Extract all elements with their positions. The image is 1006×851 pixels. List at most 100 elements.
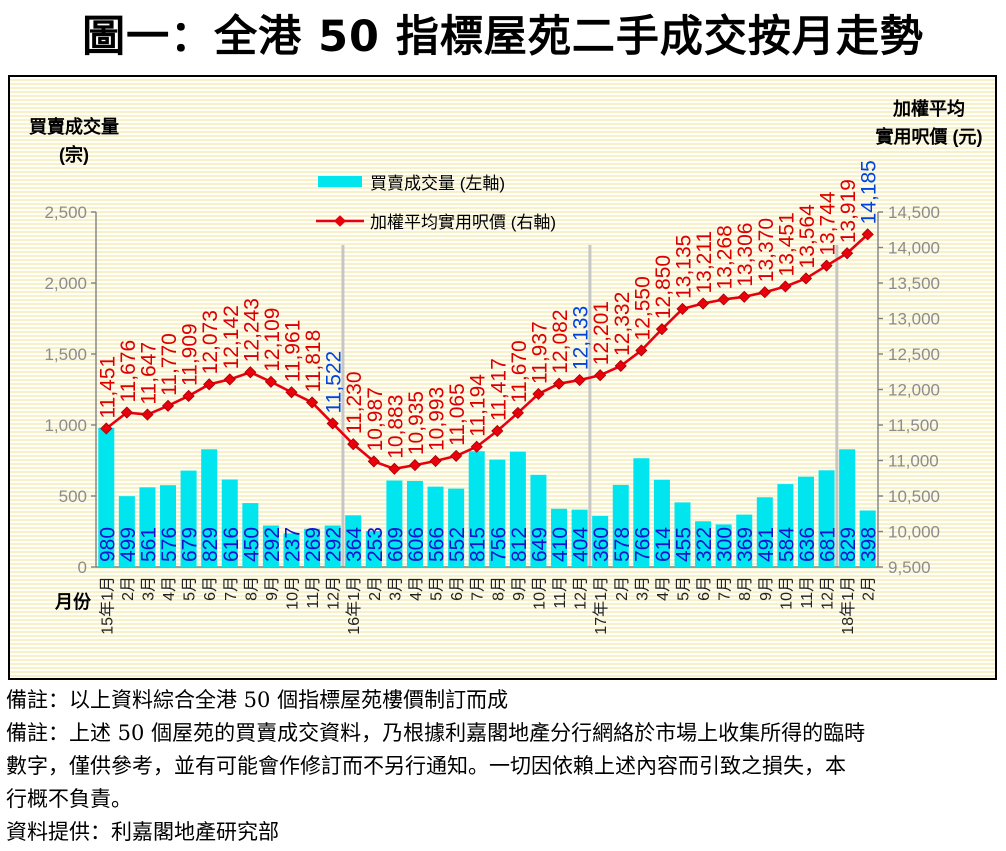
legend-volume-label: 買賣成交量 (左軸) (370, 174, 505, 193)
price-point-marker (717, 293, 730, 306)
left-axis-tick-label: 2,500 (44, 203, 87, 222)
x-axis-tick-label: 2月 (614, 576, 631, 601)
plot-area: 0 500 1,000 1,500 2,000 2,500 9,500 10,000 10,50… (44, 160, 940, 635)
price-point-marker (326, 417, 339, 430)
volume-value-label: 398 (858, 527, 881, 562)
volume-bar (180, 470, 197, 567)
right-axis-tick-label: 10,500 (888, 487, 940, 506)
volume-value-label: 815 (467, 527, 490, 562)
price-value-label: 11,937 (528, 321, 551, 384)
volume-bar (736, 514, 753, 567)
legend-price-marker (334, 215, 346, 227)
price-value-label: 11,818 (302, 330, 325, 393)
x-axis-tick-label: 4月 (655, 576, 672, 601)
left-axis-title-line1: 買賣成交量 (29, 116, 119, 137)
trend-chart: 買賣成交量 (宗) 加權平均 實用呎價 (元) 買賣成交量 (左軸) 加權平均實… (29, 98, 983, 635)
price-value-label: 12,850 (652, 255, 675, 319)
volume-value-label: 980 (96, 527, 119, 562)
volume-bar (118, 496, 135, 567)
volume-value-label: 812 (508, 527, 531, 562)
price-point-marker (614, 359, 627, 372)
price-point-marker (491, 424, 504, 437)
price-value-label: 13,451 (775, 212, 798, 276)
volume-bar (221, 479, 238, 567)
x-axis-tick-label: 2月 (367, 576, 384, 601)
right-axis-tick-label: 13,000 (888, 310, 940, 329)
price-value-label: 11,522 (323, 351, 346, 414)
x-axis-tick-label: 4月 (161, 576, 178, 601)
volume-bar (551, 508, 568, 567)
x-axis-tick-label: 6月 (202, 576, 219, 601)
price-value-label: 10,883 (384, 395, 407, 459)
price-point-marker (738, 290, 751, 303)
price-value-label: 11,230 (343, 371, 366, 434)
left-axis-tick-label: 2,000 (44, 274, 87, 293)
volume-bar (345, 515, 362, 567)
volume-bar (283, 533, 300, 567)
volume-value-label: 360 (590, 527, 613, 562)
price-value-label: 13,744 (817, 191, 840, 256)
volume-bar (695, 521, 712, 567)
x-axis-tick-label: 17年1月 (592, 576, 610, 635)
price-value-label: 14,185 (858, 160, 881, 224)
x-axis-title: 月份 (54, 591, 92, 612)
volume-bar (304, 528, 321, 567)
price-value-label: 10,935 (405, 391, 428, 455)
volume-bar (160, 485, 177, 567)
right-axis-tick-label: 11,500 (888, 416, 939, 435)
price-value-label: 11,647 (137, 342, 160, 405)
volume-bar (262, 525, 279, 567)
price-value-label: 13,370 (755, 218, 778, 282)
x-axis-tick-label: 7月 (470, 576, 487, 601)
x-axis-tick-label: 11月 (799, 576, 816, 609)
x-axis-tick-label: 5月 (182, 576, 199, 601)
volume-bar (839, 449, 856, 567)
volume-value-label: 829 (837, 527, 860, 562)
price-point-marker (779, 280, 792, 293)
price-value-label: 12,332 (611, 292, 634, 356)
left-axis-tick-label: 1,000 (44, 416, 87, 435)
volume-value-label: 561 (137, 527, 160, 562)
volume-bar (324, 525, 341, 567)
price-point-marker (141, 408, 154, 421)
x-axis-tick-label: 12月 (326, 576, 343, 610)
volume-bar (448, 488, 465, 567)
price-value-label: 13,211 (693, 231, 716, 294)
volume-value-label: 829 (199, 527, 222, 562)
x-axis-tick-label: 10月 (285, 576, 302, 610)
x-axis-tick-label: 2月 (120, 576, 137, 601)
price-value-label: 11,770 (158, 333, 181, 396)
price-value-label: 10,993 (426, 387, 449, 451)
right-axis-title-line1: 加權平均 (892, 98, 965, 119)
volume-value-label: 491 (755, 527, 778, 562)
price-point-marker (450, 449, 463, 462)
price-point-marker (244, 366, 257, 379)
volume-value-label: 322 (693, 527, 716, 562)
volume-value-label: 364 (343, 527, 366, 562)
volume-bar (715, 524, 732, 567)
x-axis-tick-label: 3月 (140, 576, 157, 601)
volume-value-label: 576 (158, 527, 181, 562)
volume-value-label: 253 (364, 527, 387, 562)
volume-value-label: 237 (282, 527, 305, 562)
volume-bar (242, 503, 259, 567)
volume-bar (427, 486, 444, 567)
footnote-line: 行概不負責。 (6, 787, 132, 811)
x-axis-tick-label: 2月 (861, 576, 878, 601)
x-axis-tick-label: 4月 (408, 576, 425, 601)
volume-value-label: 766 (631, 527, 654, 562)
price-point-marker (841, 247, 854, 260)
price-value-label: 13,564 (796, 204, 819, 269)
price-point-marker (635, 344, 648, 357)
x-axis-tick-label: 9月 (511, 576, 528, 601)
volume-value-label: 404 (570, 527, 593, 562)
price-point-marker (306, 396, 319, 409)
volume-value-label: 552 (446, 527, 469, 562)
volume-bar (365, 531, 382, 567)
x-axis-tick-label: 16年1月 (345, 576, 363, 635)
right-axis-tick-label: 14,000 (888, 239, 940, 258)
volume-value-label: 269 (302, 527, 325, 562)
price-value-label: 12,550 (631, 276, 654, 340)
footnote-line: 備註：以上資料綜合全港 50 個指標屋苑樓價制訂而成 (6, 688, 509, 712)
